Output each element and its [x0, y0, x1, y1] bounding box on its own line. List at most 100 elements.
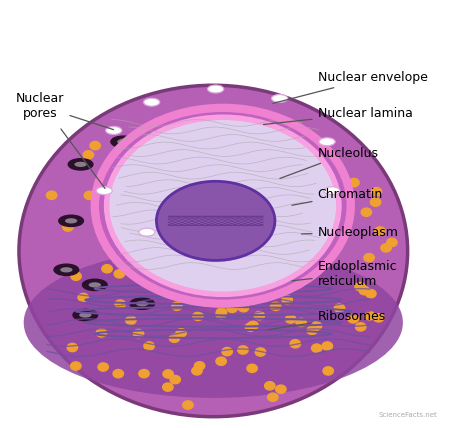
Circle shape — [365, 312, 375, 320]
Circle shape — [139, 369, 149, 378]
Circle shape — [356, 323, 366, 331]
Circle shape — [71, 272, 81, 280]
Circle shape — [364, 253, 374, 262]
Circle shape — [238, 346, 248, 354]
Circle shape — [67, 343, 78, 352]
Ellipse shape — [97, 204, 121, 215]
Circle shape — [375, 227, 385, 235]
Text: Nucleus: Nucleus — [136, 4, 338, 47]
Circle shape — [172, 302, 182, 310]
Circle shape — [216, 308, 227, 316]
Circle shape — [296, 318, 306, 327]
Circle shape — [311, 344, 322, 352]
Circle shape — [374, 314, 384, 322]
Circle shape — [133, 330, 144, 338]
Ellipse shape — [54, 264, 79, 276]
Ellipse shape — [89, 282, 101, 288]
Circle shape — [285, 315, 296, 323]
Circle shape — [126, 316, 136, 324]
Circle shape — [238, 303, 249, 312]
Circle shape — [71, 362, 81, 370]
Circle shape — [371, 187, 382, 196]
Circle shape — [113, 369, 124, 378]
Circle shape — [349, 178, 359, 187]
Ellipse shape — [82, 279, 107, 291]
Circle shape — [381, 244, 392, 252]
Circle shape — [323, 367, 333, 375]
Text: ScienceFacts.net: ScienceFacts.net — [378, 412, 437, 418]
Circle shape — [264, 382, 275, 390]
Ellipse shape — [59, 215, 83, 226]
Circle shape — [102, 265, 112, 273]
Text: Ribosomes: Ribosomes — [268, 310, 386, 330]
Circle shape — [282, 296, 292, 304]
Ellipse shape — [106, 127, 122, 134]
Circle shape — [311, 322, 322, 330]
Circle shape — [307, 326, 317, 335]
Ellipse shape — [208, 85, 224, 93]
Ellipse shape — [319, 138, 335, 146]
Circle shape — [248, 321, 258, 330]
Text: Nucleolus: Nucleolus — [280, 146, 379, 178]
Circle shape — [222, 348, 232, 356]
Circle shape — [216, 357, 227, 366]
Circle shape — [245, 323, 255, 331]
Ellipse shape — [68, 159, 93, 170]
Circle shape — [254, 312, 264, 320]
Ellipse shape — [73, 309, 98, 321]
Text: Nuclear envelope: Nuclear envelope — [273, 71, 428, 104]
Circle shape — [83, 151, 94, 159]
Ellipse shape — [130, 298, 155, 309]
Circle shape — [276, 385, 286, 393]
Ellipse shape — [117, 139, 129, 144]
Ellipse shape — [60, 267, 73, 273]
Circle shape — [227, 304, 237, 312]
Ellipse shape — [103, 207, 115, 212]
Ellipse shape — [24, 247, 403, 398]
Ellipse shape — [107, 117, 339, 294]
Circle shape — [361, 208, 372, 217]
Ellipse shape — [144, 98, 160, 106]
Circle shape — [322, 342, 333, 350]
Circle shape — [359, 286, 370, 295]
Text: Chromatin: Chromatin — [292, 188, 383, 205]
Ellipse shape — [324, 187, 340, 195]
Circle shape — [84, 191, 95, 199]
Circle shape — [247, 364, 257, 372]
Circle shape — [163, 383, 173, 391]
Text: Nuclear
pores: Nuclear pores — [16, 92, 113, 130]
Ellipse shape — [95, 108, 351, 304]
Text: Endoplasmic
reticulum: Endoplasmic reticulum — [292, 259, 397, 288]
Circle shape — [387, 238, 397, 247]
Circle shape — [144, 342, 155, 350]
Ellipse shape — [19, 85, 408, 417]
Circle shape — [348, 315, 358, 323]
Circle shape — [96, 329, 107, 337]
Ellipse shape — [139, 228, 155, 236]
Circle shape — [78, 293, 89, 302]
Ellipse shape — [156, 181, 275, 260]
Circle shape — [370, 198, 381, 206]
Circle shape — [90, 141, 100, 150]
Text: Nuclear lamina: Nuclear lamina — [264, 107, 412, 125]
Circle shape — [255, 348, 265, 356]
Circle shape — [365, 289, 376, 298]
Circle shape — [270, 302, 281, 310]
Circle shape — [194, 362, 205, 370]
Circle shape — [163, 370, 173, 378]
Circle shape — [355, 282, 365, 291]
Circle shape — [115, 300, 126, 308]
Circle shape — [192, 367, 202, 375]
Circle shape — [114, 270, 125, 278]
Circle shape — [290, 340, 301, 348]
Circle shape — [176, 329, 186, 337]
Ellipse shape — [96, 187, 112, 195]
Ellipse shape — [272, 95, 288, 102]
Circle shape — [170, 375, 181, 384]
Ellipse shape — [111, 136, 136, 147]
Circle shape — [216, 310, 226, 319]
Ellipse shape — [74, 162, 87, 167]
Ellipse shape — [65, 218, 77, 223]
Circle shape — [268, 393, 278, 401]
Text: Nucleoplasm: Nucleoplasm — [301, 226, 399, 239]
